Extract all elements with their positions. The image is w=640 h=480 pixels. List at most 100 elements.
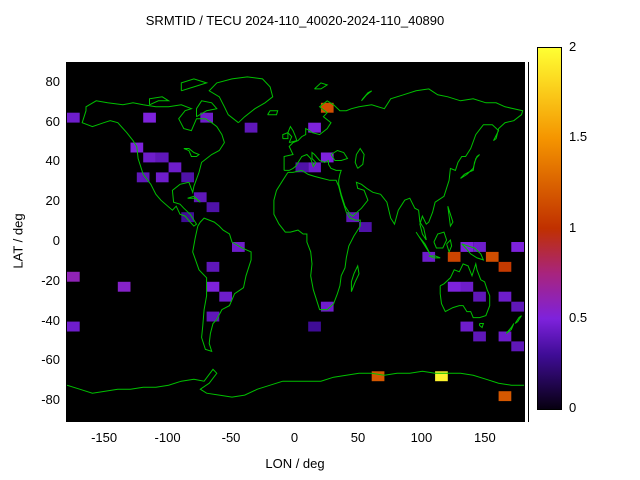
heatmap-cell [320,102,334,113]
x-tick-label: -150 [91,430,118,445]
coastline [149,96,171,106]
coastline [415,231,431,255]
y-tick-label: -60 [41,352,60,368]
heatmap-cell [117,281,131,292]
coastline [180,78,209,92]
coastline [314,82,329,90]
x-tick-label: 150 [474,430,496,445]
heatmap-cell [295,162,309,173]
coastline [446,238,453,254]
heatmap-cell [371,371,385,382]
heatmap-cell [308,162,321,173]
coastline [433,231,448,249]
heatmap-cell [473,291,486,302]
heatmap-cell [473,242,486,252]
coastline [287,125,298,144]
coastline [479,323,485,329]
y-tick-label: 20 [45,193,60,209]
coastline [183,148,200,157]
heatmap-cell [181,172,194,183]
coastline [67,368,524,398]
coastline [267,110,279,116]
heatmap-cell [359,222,372,232]
y-tick-label: -20 [41,272,60,288]
heatmap-cell [193,192,207,203]
heatmap-cell [181,212,194,223]
heatmap-cell [511,301,524,312]
coastline [514,315,522,324]
heatmap-cell [460,281,474,292]
chart-title: SRMTID / TECU 2024-110_40020-2024-110_40… [145,13,445,28]
heatmap-cell [219,291,232,302]
heatmap-cell [308,321,321,332]
y-tick-label: 0 [52,233,60,248]
heatmap-cell [511,242,524,252]
coastline [505,323,515,334]
coastline [196,100,218,118]
heatmap-cell [320,301,334,312]
heatmap-cell [136,172,150,183]
heatmap-cell [511,341,524,352]
heatmap-cell [473,331,486,342]
plot-area [66,62,525,422]
coastline [208,76,274,124]
y-tick-label: 40 [45,153,60,169]
y-tick-label: 80 [45,73,60,89]
plot-right-divider [528,62,529,422]
heatmap-cell [447,281,461,292]
x-tick-label: -100 [154,430,181,445]
heatmap-cell [346,212,359,223]
coastline [81,100,225,227]
colorbar-tick-label: 0 [569,400,577,415]
heatmap-cell [447,251,461,262]
y-tick-label: 60 [45,113,60,129]
coastline [273,169,361,311]
coastline [350,264,360,292]
heatmap-cell [206,281,220,292]
heatmap-cell [485,251,499,262]
colorbar-tick-label: 2 [569,39,577,54]
y-tick-label: -80 [41,392,60,408]
heatmap-cell [308,122,321,133]
heatmap-cell [422,251,436,262]
colorbar-tick-label: 1.5 [569,129,588,145]
coastline [283,88,524,241]
coastline [439,261,491,319]
coastline [330,149,349,161]
coastline [447,206,454,228]
heatmap-cell [498,391,512,402]
colorbar [537,47,562,410]
coastline [461,243,485,261]
heatmap-cell [498,291,512,302]
coastline [354,147,365,169]
coastline [361,90,373,102]
y-tick-label: -40 [41,312,60,328]
x-tick-label: -50 [221,430,241,445]
heatmap-cell [67,112,80,123]
heatmap-cell [200,112,213,123]
heatmap-cell [143,152,156,163]
x-axis-label: LON / deg [265,456,325,471]
heatmap-cell [498,331,512,342]
heatmap-cell [460,242,474,252]
heatmap-cell [232,242,245,252]
coastline [282,131,289,140]
heatmap-cell [460,321,474,332]
heatmap-cell [155,172,169,183]
x-tick-label: 50 [350,430,366,445]
heatmap-cell [206,202,220,213]
x-tick-label: 0 [290,430,299,445]
coastline [428,255,441,259]
coastline [460,154,480,179]
heatmap-cell [143,112,156,123]
heatmap-cell [435,371,448,382]
heatmap-cell [155,152,169,163]
coastline [192,217,252,353]
colorbar-tick-label: 0.5 [569,309,588,325]
heatmap-cell [498,261,512,272]
coastline [187,195,201,203]
heatmap-cell [206,261,220,272]
world-map-svg [67,76,524,402]
x-tick-label: 100 [410,430,433,445]
